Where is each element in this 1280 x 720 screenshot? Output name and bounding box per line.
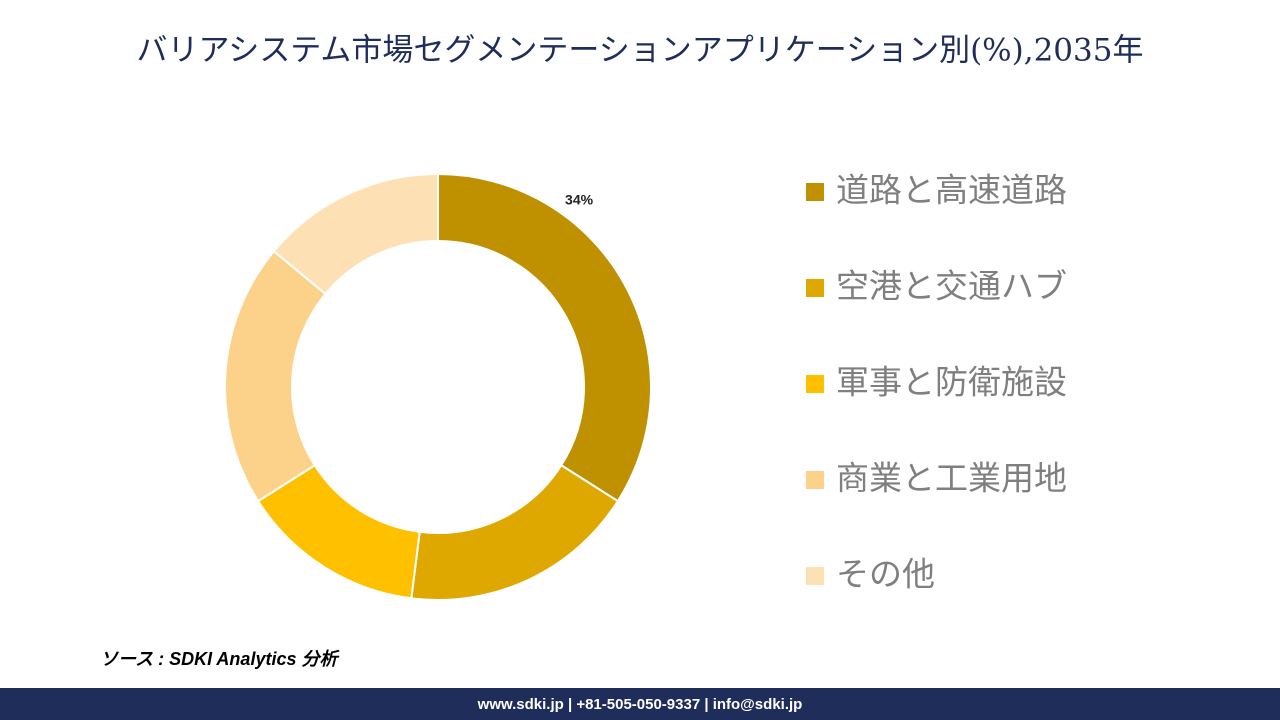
legend-swatch [806, 183, 824, 201]
legend-label: 商業と工業用地 [836, 459, 1067, 498]
donut-segment [272, 172, 439, 296]
donut-segment [410, 463, 620, 601]
legend-label: 道路と高速道路 [836, 171, 1067, 210]
legend-swatch [806, 375, 824, 393]
footer-bar [0, 688, 1280, 720]
donut-segment [437, 172, 652, 503]
donut-segment [224, 249, 327, 503]
legend-swatch [806, 471, 824, 489]
legend-label: 軍事と防衛施設 [836, 363, 1067, 402]
source: ソース : SDKI Analytics 分析 [100, 649, 340, 669]
value-label: 34% [565, 191, 594, 207]
legend-label: 空港と交通ハブ [836, 267, 1067, 306]
chart-title: バリアシステム市場セグメンテーションアプリケーション別(%),2035年 [137, 33, 1144, 69]
legend-label: その他 [836, 555, 935, 594]
legend-swatch [806, 279, 824, 297]
legend-swatch [806, 567, 824, 585]
footer-text: www.sdki.jp | +81-505-050-9337 | info@sd… [477, 696, 803, 713]
